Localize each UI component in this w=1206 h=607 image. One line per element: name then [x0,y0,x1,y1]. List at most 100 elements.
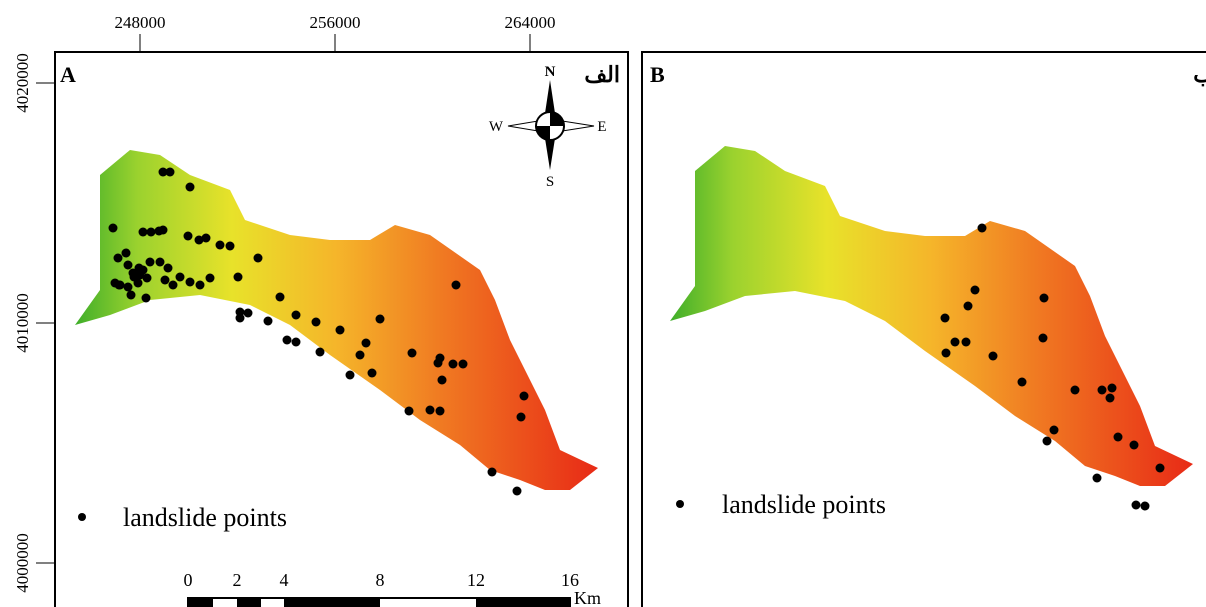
landslide-point [136,271,145,280]
top-coord-label: 256000 [310,13,361,32]
compass-label: N [545,64,556,80]
landslide-point [951,338,960,347]
landslide-point [114,254,123,263]
landslide-point [434,359,443,368]
landslide-point [1043,437,1052,446]
landslide-point [362,339,371,348]
compass [508,80,594,170]
landslide-point [346,371,355,380]
landslide-point [1093,474,1102,483]
landslide-point [216,241,225,250]
landslide-point [408,349,417,358]
compass-label: W [489,119,504,135]
landslide-point [109,224,118,233]
landslide-point [159,226,168,235]
landslide-point [1114,433,1123,442]
landslide-point [488,468,497,477]
legend-label: landslide points [722,490,886,519]
landslide-point [186,278,195,287]
landslide-point [134,279,143,288]
landslide-point [962,338,971,347]
landslide-point [1130,441,1139,450]
landslide-point [176,273,185,282]
landslide-point [202,234,211,243]
landslide-point [1040,294,1049,303]
landslide-point [276,293,285,302]
landslide-point [1039,334,1048,343]
landslide-point [196,281,205,290]
landslide-point [1132,501,1141,510]
panel-label-fa: الف [584,62,620,87]
landslide-point [1108,384,1117,393]
landslide-point [244,309,253,318]
compass-label: S [546,174,554,190]
landslide-point [264,317,273,326]
left-coord-label: 4010000 [13,293,32,353]
landslide-point [964,302,973,311]
landslide-point [186,183,195,192]
landslide-point [459,360,468,369]
landslide-point [234,273,243,282]
landslide-point [452,281,461,290]
landslide-point [161,276,170,285]
landslide-point [184,232,193,241]
landslide-point [124,283,133,292]
landslide-point [436,407,445,416]
landslide-point [978,224,987,233]
landslide-point [1050,426,1059,435]
landslide-point [1156,464,1165,473]
scale-tick-label: 2 [233,570,242,590]
panel-label-fa: ب [1193,62,1206,87]
landslide-point [236,314,245,323]
top-coord-label: 248000 [115,13,166,32]
map-figure: 248000 256000 264000 4020000 4010000 400… [0,0,1206,607]
landslide-point [139,228,148,237]
landslide-point [292,338,301,347]
panel-label: B [650,62,665,87]
landslide-point [169,281,178,290]
scale-tick-label: 16 [561,570,579,590]
landslide-point [368,369,377,378]
landslide-point [1141,502,1150,511]
left-coord-label: 4000000 [13,533,32,593]
landslide-point [438,376,447,385]
landslide-point [122,249,131,258]
landslide-point [513,487,522,496]
landslide-point [124,261,133,270]
legend-symbol [676,500,684,508]
landslide-point [142,294,151,303]
landslide-point [226,242,235,251]
landslide-point [356,351,365,360]
scale-tick-label: 4 [280,570,289,590]
scale-unit: Km [574,588,601,607]
landslide-point [146,258,155,267]
landslide-point [942,349,951,358]
legend-label: landslide points [123,503,287,532]
landslide-point [1018,378,1027,387]
landslide-point [292,311,301,320]
panel-label: A [60,62,76,87]
landslide-point [115,281,124,290]
landslide-point [312,318,321,327]
landslide-point [520,392,529,401]
landslide-point [1106,394,1115,403]
landslide-point [166,168,175,177]
landslide-point [989,352,998,361]
landslide-point [405,407,414,416]
landslide-point [449,360,458,369]
scale-tick-label: 8 [376,570,385,590]
scale-tick-label: 12 [467,570,485,590]
compass-label: E [597,119,606,135]
landslide-point [164,264,173,273]
study-area [75,150,598,490]
landslide-point [336,326,345,335]
legend-symbol [78,513,86,521]
landslide-point [127,291,136,300]
left-coord-label: 4020000 [13,53,32,113]
landslide-point [147,228,156,237]
landslide-point [376,315,385,324]
landslide-point [517,413,526,422]
landslide-point [941,314,950,323]
landslide-point [316,348,325,357]
landslide-point [206,274,215,283]
